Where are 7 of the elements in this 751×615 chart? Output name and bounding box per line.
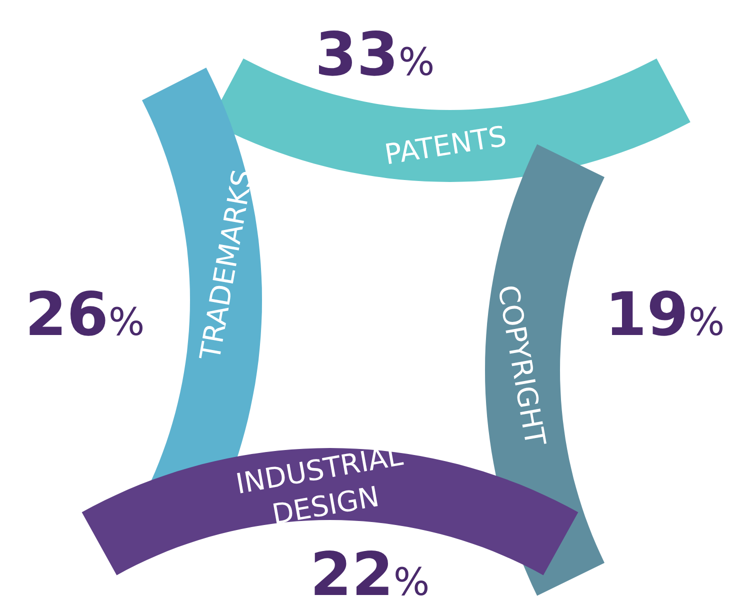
category-label: PATENTS: [382, 120, 509, 172]
data-label: 19%: [605, 280, 725, 350]
category-label: COPYRIGHT: [491, 282, 552, 450]
category-label: INDUSTRIAL DESIGN: [233, 438, 406, 532]
data-label: 22%: [310, 540, 430, 610]
data-label: 33%: [315, 20, 435, 90]
data-label: 26%: [25, 280, 145, 350]
